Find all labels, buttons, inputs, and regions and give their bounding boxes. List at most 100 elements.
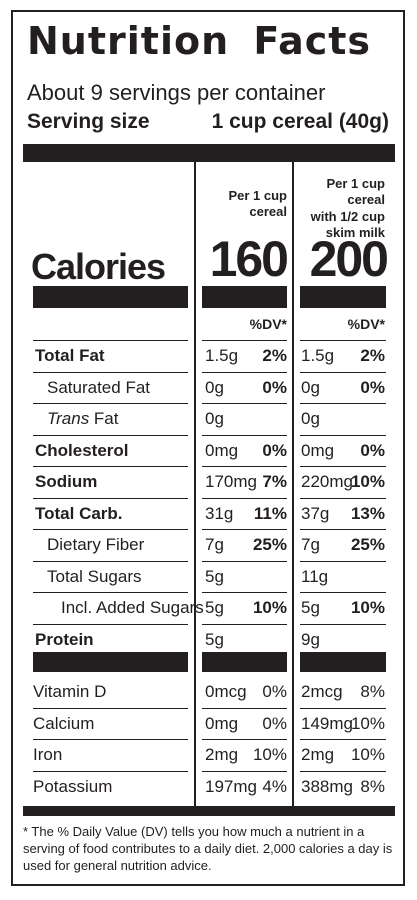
nutrient-amount-col1: 0g	[205, 377, 224, 397]
row-divider	[300, 403, 386, 404]
divider-calories-col1	[202, 286, 287, 308]
dv-header-col2: %DV*	[347, 316, 385, 332]
nutrient-amount-col2: 5g	[301, 598, 320, 617]
divider-vitamins-label	[33, 652, 188, 672]
nutrient-dv-col2: 13%	[350, 503, 385, 523]
nutrient-dv-col2: 0%	[360, 377, 385, 397]
nutrient-dv-col1: 2%	[262, 346, 287, 365]
row-divider	[300, 466, 386, 467]
nutrient-amount-col2: 0mg	[301, 440, 335, 460]
nutrient-label: Trans Fat	[47, 409, 119, 429]
vitamin-dv-col1: 4%	[262, 776, 287, 796]
nutrient-amount-col2: 37g	[301, 503, 330, 523]
row-divider	[33, 466, 188, 467]
nutrient-amount-col2: 11g	[301, 566, 329, 586]
nutrient-label: Cholesterol	[35, 440, 129, 460]
nutrient-amount-col2: 0g	[301, 409, 320, 428]
nutrient-dv-col2: 25%	[350, 535, 385, 554]
column-1-header-line: cereal	[249, 204, 287, 220]
calories-col1: 160	[209, 231, 289, 287]
column-1-header-line: Per 1 cup	[228, 188, 287, 203]
divider-vitamins-col2	[300, 652, 386, 672]
row-divider	[300, 592, 386, 593]
nutrient-amount-col2: 0g	[301, 377, 320, 397]
row-divider	[33, 340, 188, 341]
divider-thick	[23, 144, 395, 162]
label-title: Nutrition Facts	[27, 19, 372, 63]
row-divider	[202, 707, 287, 709]
row-divider	[202, 739, 287, 740]
nutrient-label: Saturated Fat	[47, 377, 151, 397]
row-divider	[33, 560, 188, 562]
vitamin-amount-col2: 388mg	[301, 776, 353, 796]
trans-italic: Trans	[47, 409, 90, 428]
servings-per-container: About 9 servings per container	[27, 80, 326, 105]
vitamin-dv-col2: 10%	[350, 745, 385, 764]
serving-size-value: 1 cup cereal (40g)	[211, 110, 389, 133]
nutrient-dv-col1: 10%	[252, 598, 287, 617]
vitamin-label: Potassium	[33, 776, 113, 796]
row-divider	[300, 707, 386, 709]
row-divider	[300, 770, 386, 772]
nutrient-amount-col1: 0g	[205, 409, 224, 428]
row-divider	[33, 403, 188, 404]
footnote: * The % Daily Value (DV) tells you how m…	[23, 824, 393, 873]
row-divider	[202, 434, 287, 436]
vitamin-dv-col2: 10%	[350, 713, 385, 733]
serving-size-label: Serving size	[27, 110, 150, 133]
nutrient-dv-col1: 0%	[262, 377, 287, 397]
vitamin-amount-col1: 0mcg	[205, 682, 247, 701]
nutrient-amount-col1: 7g	[205, 535, 224, 554]
nutrient-amount-col1: 5g	[205, 566, 224, 586]
nutrient-label: Total Fat	[35, 346, 105, 365]
column-2-header-line: Per 1 cup cereal	[326, 176, 385, 208]
nutrient-dv-col2: 10%	[350, 472, 385, 491]
nutrient-amount-col1: 0mg	[205, 440, 239, 460]
vitamin-amount-col1: 2mg	[205, 745, 239, 764]
row-divider	[33, 434, 188, 436]
nutrient-label: Total Carb.	[35, 503, 123, 523]
nutrient-dv-col2: 10%	[350, 598, 385, 617]
row-divider	[202, 623, 287, 625]
row-divider	[202, 371, 287, 373]
nutrient-amount-col2: 1.5g	[301, 346, 335, 365]
column-2-header-line: with 1/2 cup	[310, 208, 385, 224]
divider-calories-col2	[300, 286, 386, 308]
vitamin-amount-col2: 2mg	[301, 745, 335, 764]
row-divider	[33, 497, 188, 499]
row-divider	[202, 560, 287, 562]
nutrient-amount-col2: 9g	[301, 629, 320, 649]
nutrient-amount-col1: 170mg	[205, 472, 257, 491]
nutrient-dv-col1: 0%	[262, 440, 287, 460]
column-1-header: Per 1 cup cereal	[203, 188, 287, 221]
row-divider	[300, 623, 386, 625]
row-divider	[33, 623, 188, 625]
nutrient-amount-col1: 5g	[205, 629, 224, 649]
row-divider	[202, 403, 287, 404]
vitamin-amount-col1: 197mg	[205, 776, 257, 796]
vitamin-amount-col2: 2mcg	[301, 682, 343, 701]
vitamin-dv-col1: 0%	[262, 682, 287, 701]
row-divider	[33, 371, 188, 373]
row-divider	[300, 371, 386, 373]
calories-col2: 200	[309, 231, 389, 287]
vitamin-dv-col1: 10%	[252, 745, 287, 764]
row-divider	[300, 434, 386, 436]
nutrient-dv-col2: 0%	[360, 440, 385, 460]
nutrient-amount-col2: 220mg	[301, 472, 353, 491]
vitamin-amount-col2: 149mg	[301, 713, 353, 733]
nutrient-amount-col1: 1.5g	[205, 346, 239, 365]
trans-rest: Fat	[89, 409, 119, 428]
column-divider-2	[292, 162, 294, 806]
nutrient-amount-col1: 31g	[205, 503, 234, 523]
divider-vitamins-col1	[202, 652, 287, 672]
nutrient-amount-col1: 5g	[205, 598, 224, 617]
row-divider	[202, 340, 287, 341]
nutrient-label: Dietary Fiber	[47, 535, 145, 554]
vitamin-label: Calcium	[33, 713, 95, 733]
vitamin-dv-col1: 0%	[262, 713, 287, 733]
vitamin-label: Vitamin D	[33, 682, 107, 701]
vitamin-dv-col2: 8%	[360, 776, 385, 796]
nutrient-dv-col1: 11%	[253, 503, 287, 523]
nutrition-facts-panel: Nutrition Facts About 9 servings per con…	[11, 10, 405, 886]
